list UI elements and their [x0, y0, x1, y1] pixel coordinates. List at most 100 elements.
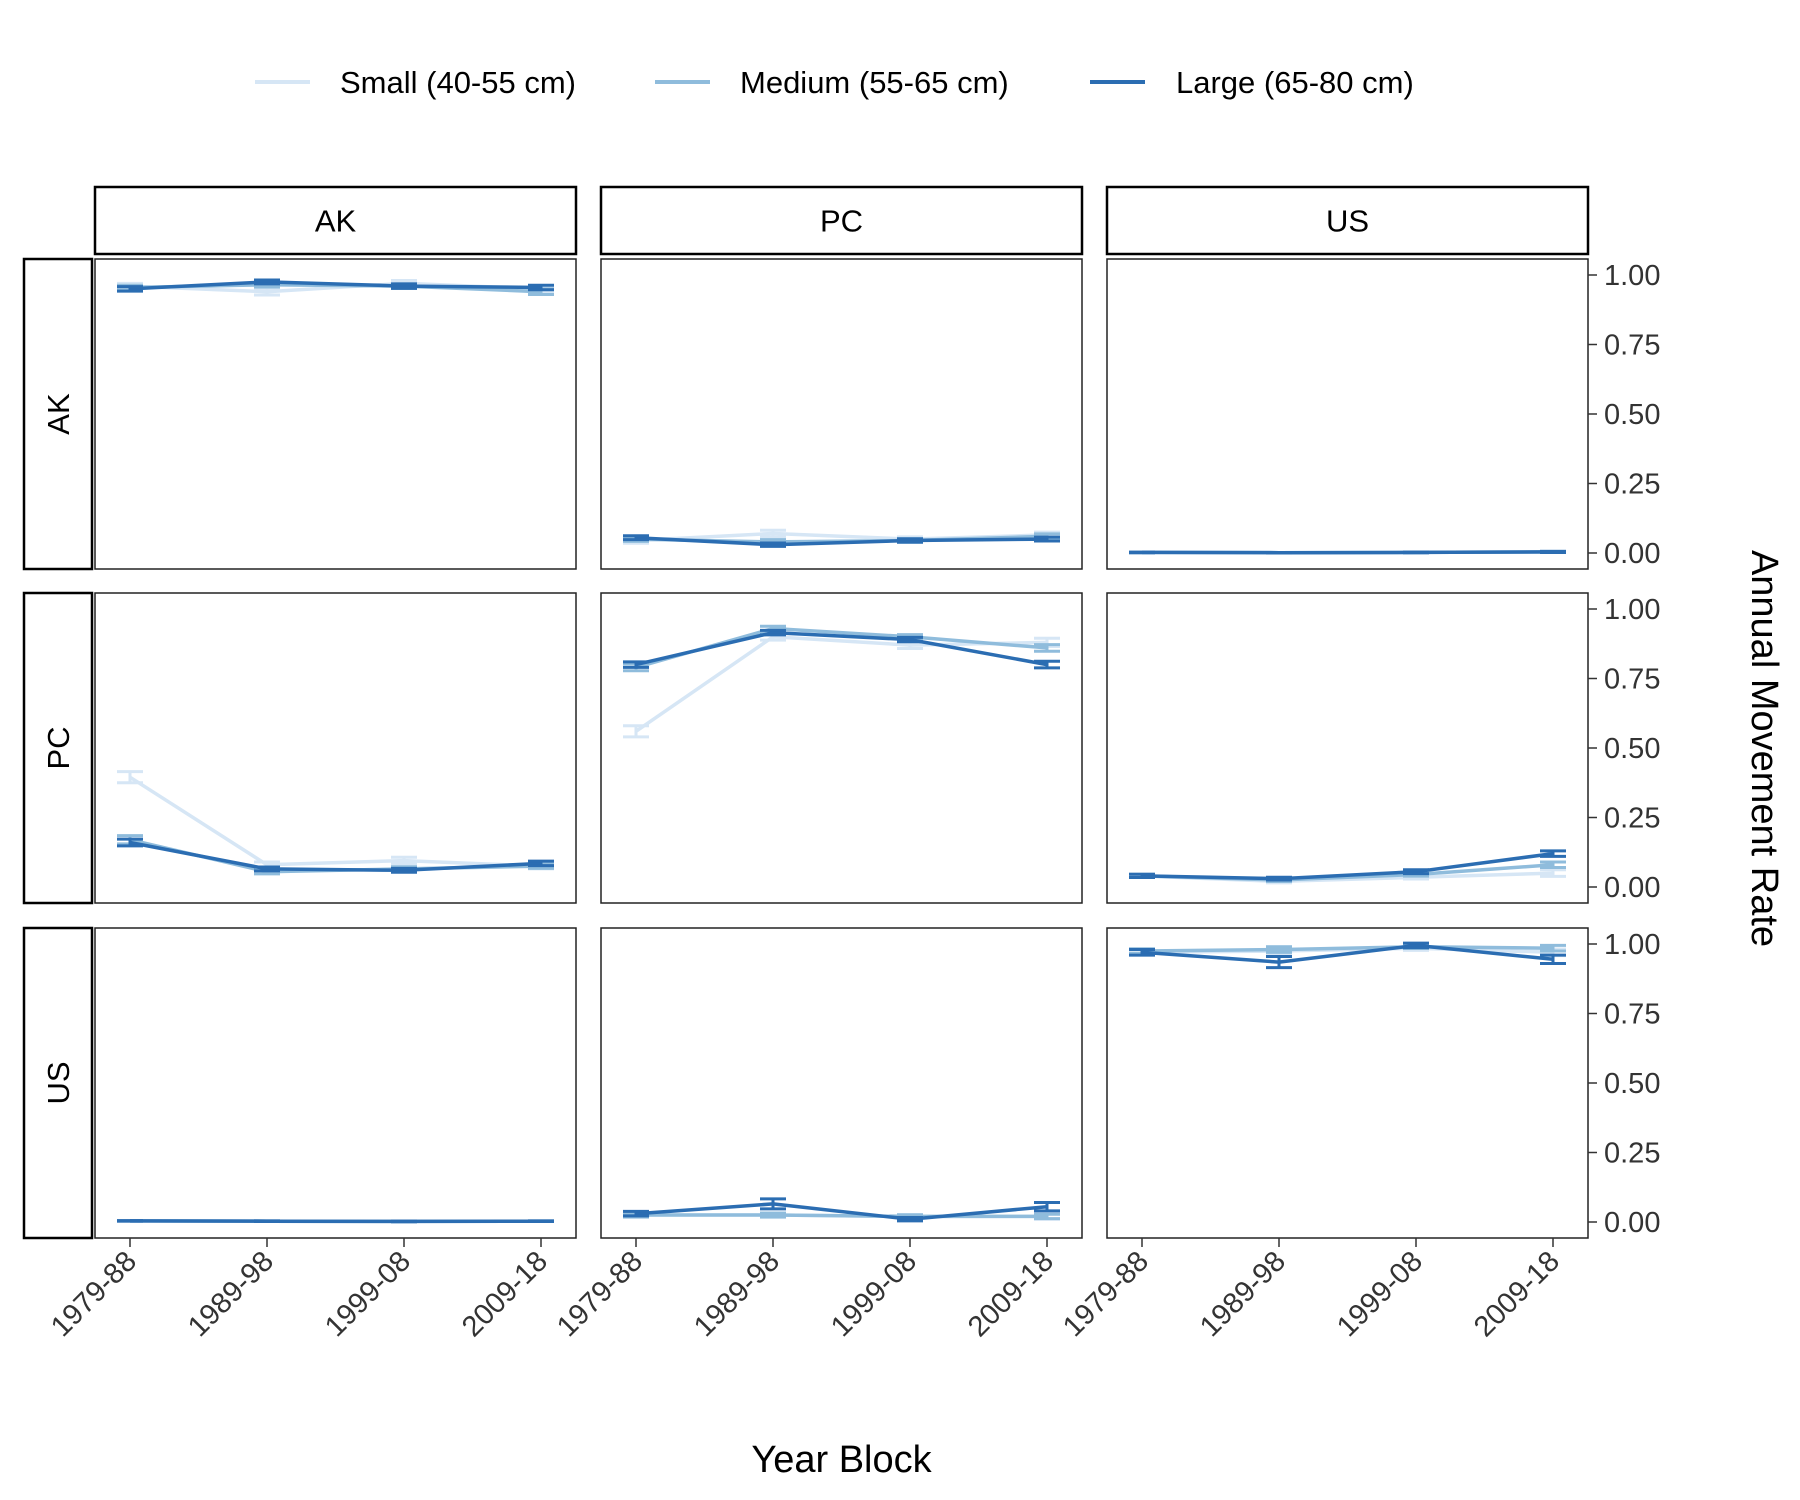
error-bar	[1034, 535, 1060, 543]
panel-border	[600, 927, 1083, 1239]
series-line	[635, 1202, 1048, 1221]
y-tick-label: 0.50	[1604, 399, 1660, 431]
series-line	[635, 535, 1048, 547]
facet-panels	[94, 258, 1589, 1239]
series-line	[129, 280, 542, 291]
panel-border	[94, 592, 577, 904]
y-tick-label: 0.75	[1604, 664, 1660, 696]
panel-AK-US	[1106, 258, 1589, 570]
series-3	[1129, 849, 1566, 882]
x-tick-label: 2009-18	[456, 1245, 554, 1343]
row-strip-label: PC	[41, 726, 76, 769]
error-bar	[1540, 943, 1566, 953]
error-bar	[1266, 550, 1292, 555]
panel-border	[1106, 258, 1589, 570]
panel-AK-AK	[94, 258, 577, 570]
series-line	[1141, 851, 1554, 881]
column-strip-AK	[93, 185, 578, 256]
error-bar	[528, 283, 554, 292]
error-bar	[1540, 860, 1566, 870]
error-bar	[760, 1211, 786, 1219]
error-bar	[391, 855, 417, 866]
error-bar	[1034, 1212, 1060, 1221]
x-tick-label: 1999-08	[1331, 1245, 1429, 1343]
error-bar	[1266, 875, 1292, 882]
error-bar	[1403, 868, 1429, 876]
series-line	[129, 1219, 542, 1224]
series-line	[129, 775, 542, 868]
facet-strips: AK PC US AK PC US	[22, 185, 1590, 1240]
error-bar	[117, 1219, 143, 1223]
series-3	[117, 278, 554, 293]
panel-border	[94, 927, 577, 1239]
x-tick-label: 1989-98	[1194, 1245, 1292, 1343]
error-bar	[391, 866, 417, 874]
y-tick-label: 1.00	[1604, 594, 1660, 626]
error-bar	[528, 1219, 554, 1223]
y-axis-row-AK: 0.00 0.25 0.50 0.75 1.00	[1588, 260, 1660, 570]
y-tick-label: 1.00	[1604, 260, 1660, 292]
x-tick-label: 1979-88	[551, 1245, 649, 1343]
row-strip-label: AK	[41, 393, 76, 435]
column-strip-label: US	[1326, 204, 1369, 239]
x-tick-label: 2009-18	[962, 1245, 1060, 1343]
column-strip-label: PC	[820, 204, 863, 239]
series-3	[623, 1197, 1060, 1223]
x-tick-label: 1979-88	[45, 1245, 143, 1343]
x-axis-col-PC: 1979-88 1989-98 1999-08 2009-18	[551, 1238, 1060, 1343]
error-bar	[623, 724, 649, 739]
error-bar	[1540, 849, 1566, 858]
error-bar	[1034, 1201, 1060, 1213]
error-bar	[1129, 550, 1155, 555]
error-bar	[760, 628, 786, 637]
panel-PC-US	[1106, 592, 1589, 904]
panel-AK-PC	[600, 258, 1083, 570]
error-bar	[760, 1197, 786, 1211]
row-strip-PC	[22, 591, 94, 905]
panel-border	[1106, 927, 1589, 1239]
error-bar	[1403, 941, 1429, 950]
error-bar	[254, 278, 280, 286]
series-3	[1129, 549, 1566, 555]
column-strip-PC	[599, 185, 1084, 256]
error-bar	[391, 282, 417, 290]
error-bar	[1540, 549, 1566, 554]
series-line	[1141, 945, 1554, 953]
error-bar	[897, 537, 923, 544]
error-bar	[623, 660, 649, 669]
legend-label-3: Large (65-80 cm)	[1176, 65, 1414, 100]
error-bar	[1129, 948, 1155, 957]
series-line	[129, 840, 542, 873]
y-tick-label: 1.00	[1604, 929, 1660, 961]
x-tick-label: 2009-18	[1468, 1245, 1566, 1343]
panel-US-US	[1106, 927, 1589, 1239]
y-tick-label: 0.50	[1604, 733, 1660, 765]
y-tick-label: 0.00	[1604, 1207, 1660, 1239]
y-tick-label: 0.50	[1604, 1068, 1660, 1100]
error-bar	[1034, 659, 1060, 670]
error-bar	[117, 837, 143, 848]
panel-PC-PC	[600, 592, 1083, 904]
x-axis-col-US: 1979-88 1989-98 1999-08 2009-18	[1057, 1238, 1566, 1343]
error-bar	[897, 1216, 923, 1223]
series-3	[1129, 941, 1566, 970]
error-bar	[1540, 868, 1566, 878]
y-axis-title: Annual Movement Rate	[1743, 550, 1785, 947]
y-axes: 0.00 0.25 0.50 0.75 1.00 0.00 0.25 0.50 0.75 1.00…	[1588, 260, 1660, 1239]
error-bar	[623, 534, 649, 542]
series-line	[636, 1213, 1047, 1219]
y-tick-label: 0.25	[1604, 469, 1660, 501]
legend-label-2: Medium (55-65 cm)	[740, 65, 1009, 100]
panel-US-PC	[600, 927, 1083, 1239]
legend-label-1: Small (40-55 cm)	[340, 65, 576, 100]
error-bar	[1034, 643, 1060, 653]
error-bar	[1403, 550, 1429, 555]
x-tick-label: 1999-08	[319, 1245, 417, 1343]
row-strip-label: US	[41, 1061, 76, 1104]
x-tick-label: 1979-88	[1057, 1245, 1155, 1343]
y-tick-label: 0.25	[1604, 1138, 1660, 1170]
row-strip-US	[22, 926, 94, 1240]
error-bar	[760, 528, 786, 539]
error-bar	[1266, 955, 1292, 970]
